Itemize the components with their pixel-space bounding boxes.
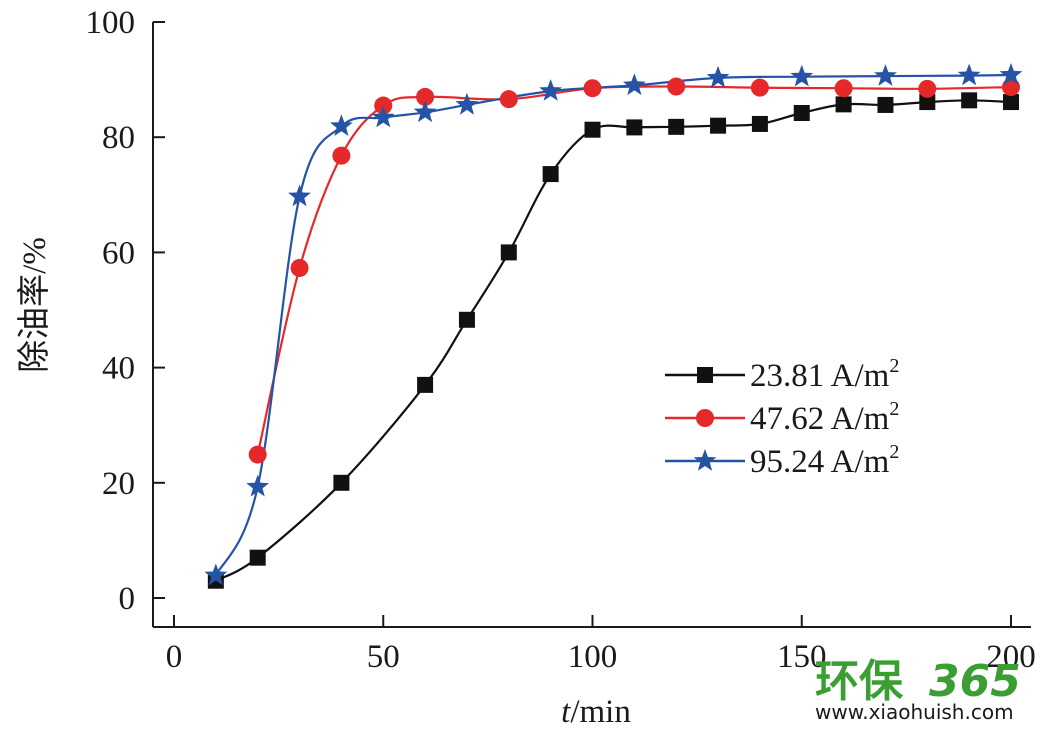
data-point-series-2 <box>750 78 769 97</box>
x-axis-label: t/min <box>561 694 631 730</box>
data-point-series-2 <box>834 79 853 98</box>
data-point-series-2 <box>248 445 267 464</box>
data-point-series-3 <box>874 64 897 86</box>
x-tick-label: 0 <box>166 639 183 675</box>
legend-label-1: 23.81 A/m2 <box>750 355 899 394</box>
data-point-series-1 <box>458 311 475 328</box>
data-point-series-3 <box>999 63 1023 85</box>
y-tick-label: 20 <box>102 466 135 502</box>
data-point-series-1 <box>793 105 810 122</box>
series-line-1 <box>215 99 1012 582</box>
axes: 0 20 40 60 80 100 0 50 100 150 200 <box>86 5 1036 675</box>
data-point-series-3 <box>246 474 270 497</box>
watermark-brand: 环保 <box>815 656 904 707</box>
data-point-series-3 <box>790 64 814 87</box>
legend-marker-3 <box>693 449 717 471</box>
data-point-series-1 <box>500 244 517 261</box>
watermark: 环保 365 www.xiaohuish.com <box>815 656 1021 724</box>
data-point-series-1 <box>919 94 936 111</box>
data-point-series-3 <box>539 79 563 101</box>
legend: 23.81 A/m2 47.62 A/m2 95.24 A/m2 <box>665 355 899 480</box>
data-point-series-1 <box>417 376 434 393</box>
data-point-series-1 <box>835 96 852 113</box>
watermark-number: 365 <box>929 656 1021 707</box>
data-point-series-2 <box>918 79 937 98</box>
data-point-series-1 <box>751 115 768 132</box>
data-point-series-1 <box>542 166 559 183</box>
legend-marker-2 <box>696 409 714 427</box>
x-tick-label: 150 <box>777 639 827 675</box>
y-tick-label: 60 <box>102 235 135 271</box>
y-tick-label: 40 <box>102 351 135 387</box>
data-point-series-1 <box>710 117 727 134</box>
watermark-url: www.xiaohuish.com <box>815 700 1014 724</box>
data-point-series-2 <box>290 258 309 277</box>
data-point-series-1 <box>1003 94 1019 111</box>
data-point-series-3 <box>288 184 311 207</box>
data-point-series-3 <box>455 92 479 115</box>
x-axis-label-unit: /min <box>570 694 631 730</box>
data-point-series-2 <box>499 90 518 109</box>
data-point-series-1 <box>333 474 350 491</box>
data-point-series-1 <box>249 549 266 566</box>
data-point-series-3 <box>330 114 353 136</box>
data-point-series-1 <box>584 121 601 138</box>
x-axis-label-variable: t <box>561 694 571 730</box>
data-point-series-2 <box>1002 78 1020 97</box>
legend-label-2: 47.62 A/m2 <box>750 398 899 437</box>
legend-label-3: 95.24 A/m2 <box>750 441 899 480</box>
data-point-series-2 <box>374 96 393 115</box>
data-point-series-1 <box>877 96 894 113</box>
data-point-series-1 <box>668 118 685 135</box>
data-point-series-2 <box>667 77 686 96</box>
x-tick-label: 50 <box>367 639 400 675</box>
series-line-3 <box>214 73 1012 577</box>
y-tick-label: 0 <box>119 581 136 617</box>
data-point-series-1 <box>626 119 643 136</box>
data-point-series-2 <box>332 146 351 165</box>
data-point-series-3 <box>413 100 437 123</box>
data-point-series-3 <box>371 105 395 128</box>
x-tick-label: 200 <box>986 639 1036 675</box>
data-point-series-2 <box>583 79 602 98</box>
x-tick-label: 100 <box>568 639 618 675</box>
y-tick-label: 100 <box>86 5 136 41</box>
series-markers <box>204 63 1023 589</box>
data-point-series-1 <box>961 92 978 109</box>
data-point-series-3 <box>622 73 646 96</box>
data-point-series-3 <box>957 63 981 86</box>
data-point-series-2 <box>416 87 435 106</box>
y-axis-label: 除油率/% <box>16 237 53 373</box>
y-tick-label: 80 <box>102 120 135 156</box>
data-point-series-3 <box>204 563 228 586</box>
legend-marker-1 <box>697 367 713 383</box>
data-point-series-3 <box>706 65 730 88</box>
